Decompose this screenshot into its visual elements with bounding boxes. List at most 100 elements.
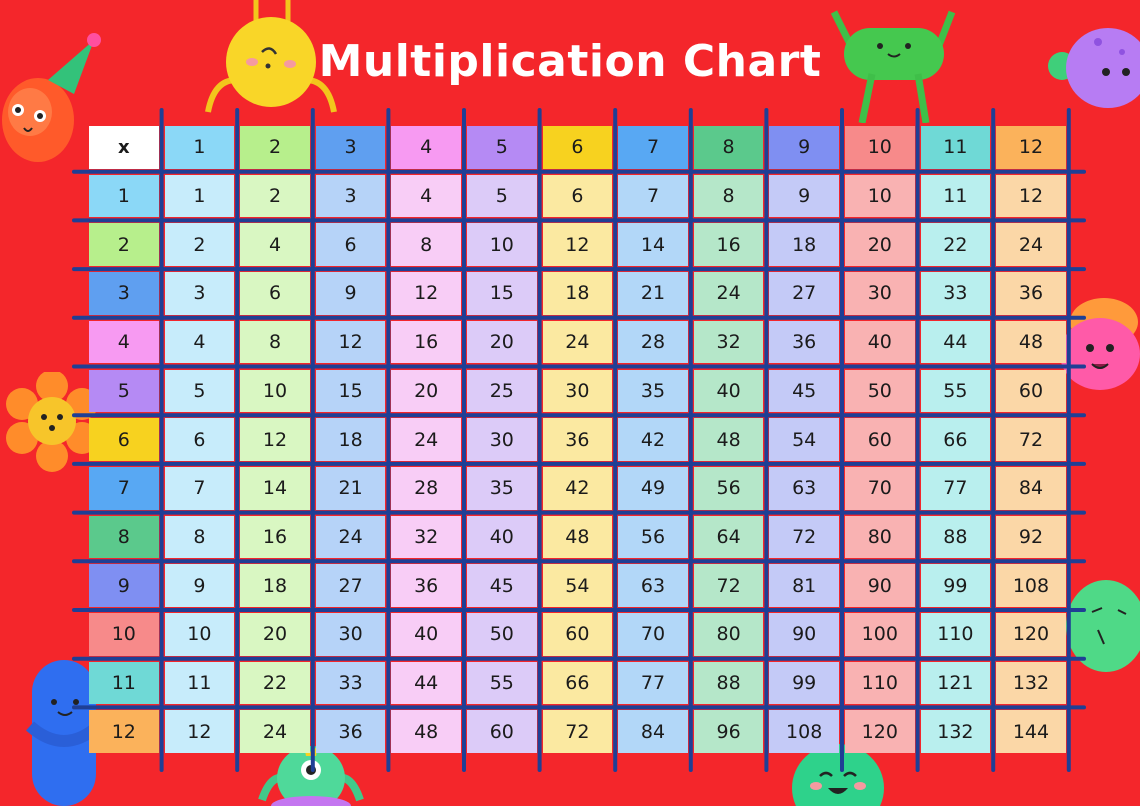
table-cell: 16 <box>693 223 764 267</box>
table-cell: 81 <box>769 564 839 607</box>
table-cell: 84 <box>618 710 688 754</box>
table-cell: 70 <box>618 613 688 656</box>
table-cell: 22 <box>240 661 310 705</box>
table-cell: 24 <box>693 272 764 315</box>
table-cell: 5 <box>164 369 235 413</box>
table-cell: 24 <box>996 223 1066 267</box>
table-cell: 35 <box>618 369 688 413</box>
column-header: 1 <box>164 126 235 169</box>
table-cell: 44 <box>391 661 461 705</box>
table-cell: 56 <box>618 515 688 559</box>
table-cell: 66 <box>920 418 991 461</box>
table-cell: 36 <box>542 418 613 461</box>
table-cell: 6 <box>542 174 613 218</box>
table-cell: 9 <box>315 272 386 315</box>
table-cell: 7 <box>164 466 235 510</box>
table-cell: 2 <box>240 174 310 218</box>
table-cell: 99 <box>920 564 991 607</box>
table-cell: 66 <box>542 661 613 705</box>
table-cell: 80 <box>845 515 915 559</box>
table-cell: 132 <box>920 710 991 754</box>
table-cell: 72 <box>996 418 1066 461</box>
table-cell: 40 <box>693 369 764 413</box>
row-header: 5 <box>89 369 159 413</box>
column-header: 5 <box>467 126 537 169</box>
table-cell: 16 <box>391 320 461 364</box>
table-cell: 25 <box>467 369 537 413</box>
column-header: 12 <box>996 126 1066 169</box>
table-cell: 70 <box>845 466 915 510</box>
table-cell: 42 <box>618 418 688 461</box>
table-cell: 110 <box>845 661 915 705</box>
table-cell: 21 <box>618 272 688 315</box>
table-cell: 18 <box>542 272 613 315</box>
table-cell: 40 <box>391 613 461 656</box>
table-cell: 18 <box>240 564 310 607</box>
table-cell: 36 <box>769 320 839 364</box>
table-cell: 24 <box>240 710 310 754</box>
pink-blob-creature-icon <box>1060 298 1140 390</box>
table-cell: 5 <box>467 174 537 218</box>
table-cell: 36 <box>996 272 1066 315</box>
table-cell: 30 <box>845 272 915 315</box>
table-cell: 48 <box>391 710 461 754</box>
table-cell: 20 <box>467 320 537 364</box>
row-header: 7 <box>89 466 159 510</box>
column-header: 7 <box>618 126 688 169</box>
table-cell: 30 <box>467 418 537 461</box>
table-cell: 12 <box>391 272 461 315</box>
table-cell: 4 <box>164 320 235 364</box>
row-header: 3 <box>89 272 159 315</box>
table-cell: 24 <box>391 418 461 461</box>
page-title: Multiplication Chart <box>318 36 822 87</box>
table-cell: 9 <box>164 564 235 607</box>
table-cell: 10 <box>164 613 235 656</box>
table-cell: 8 <box>240 320 310 364</box>
table-cell: 24 <box>542 320 613 364</box>
table-cell: 50 <box>467 613 537 656</box>
table-cell: 27 <box>315 564 386 607</box>
table-cell: 14 <box>240 466 310 510</box>
table-cell: 60 <box>996 369 1066 413</box>
table-cell: 35 <box>467 466 537 510</box>
table-cell: 32 <box>391 515 461 559</box>
table-cell: 44 <box>920 320 991 364</box>
table-cell: 80 <box>693 613 764 656</box>
table-cell: 10 <box>240 369 310 413</box>
table-cell: 60 <box>845 418 915 461</box>
table-cell: 88 <box>920 515 991 559</box>
table-cell: 12 <box>542 223 613 267</box>
table-cell: 14 <box>618 223 688 267</box>
column-header: 4 <box>391 126 461 169</box>
table-cell: 12 <box>164 710 235 754</box>
table-cell: 48 <box>693 418 764 461</box>
row-header: 2 <box>89 223 159 267</box>
table-cell: 54 <box>542 564 613 607</box>
table-cell: 2 <box>164 223 235 267</box>
row-header: 4 <box>89 320 159 364</box>
table-cell: 63 <box>618 564 688 607</box>
table-cell: 144 <box>996 710 1066 754</box>
table-cell: 33 <box>920 272 991 315</box>
table-cell: 18 <box>315 418 386 461</box>
row-header: 10 <box>89 613 159 656</box>
table-cell: 7 <box>618 174 688 218</box>
table-cell: 9 <box>769 174 839 218</box>
table-cell: 30 <box>315 613 386 656</box>
table-cell: 10 <box>845 174 915 218</box>
table-cell: 3 <box>164 272 235 315</box>
column-header: 11 <box>920 126 991 169</box>
table-cell: 22 <box>920 223 991 267</box>
table-cell: 120 <box>996 613 1066 656</box>
table-cell: 77 <box>618 661 688 705</box>
table-cell: 121 <box>920 661 991 705</box>
table-cell: 77 <box>920 466 991 510</box>
table-cell: 90 <box>769 613 839 656</box>
green-jelly-creature-icon <box>792 744 884 806</box>
table-cell: 60 <box>542 613 613 656</box>
table-cell: 45 <box>467 564 537 607</box>
table-cell: 84 <box>996 466 1066 510</box>
yellow-ball-creature-icon <box>205 0 337 113</box>
table-cell: 90 <box>845 564 915 607</box>
column-header: 3 <box>315 126 386 169</box>
